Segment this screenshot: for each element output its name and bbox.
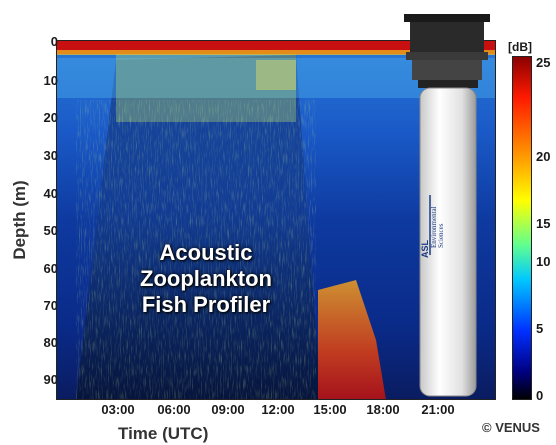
instrument-image: ASL Environmental Sciences [404, 14, 490, 397]
x-axis-label: Time (UTC) [118, 424, 209, 443]
colorbar-tick: 25 [536, 55, 551, 70]
instrument-logo-asl: ASL [420, 239, 430, 258]
y-tick: 30 [43, 148, 58, 163]
colorbar-tick: 0 [536, 388, 544, 403]
y-tick: 20 [43, 110, 58, 125]
credit-text: © VENUS [482, 420, 540, 435]
instrument-logo-env: Environmental [430, 206, 438, 248]
y-tick: 10 [43, 73, 58, 88]
colorbar-tick: 10 [536, 254, 551, 269]
x-tick: 06:00 [157, 402, 191, 417]
x-tick: 12:00 [261, 402, 295, 417]
x-tick: 15:00 [313, 402, 347, 417]
colorbar-unit: [dB] [508, 40, 532, 54]
y-tick: 90 [43, 372, 58, 387]
overlay-title-line: Acoustic [159, 240, 253, 265]
x-tick: 18:00 [366, 402, 400, 417]
bottom-echo [318, 280, 386, 400]
overlay-title-line: Zooplankton [140, 266, 272, 291]
colorbar-tick: 5 [536, 321, 544, 336]
y-axis-label: Depth (m) [10, 180, 29, 260]
instrument-logo-sci: Sciences [437, 223, 445, 248]
colorbar [512, 56, 532, 400]
y-tick: 40 [43, 186, 58, 201]
x-tick: 09:00 [211, 402, 245, 417]
y-tick: 70 [43, 298, 58, 313]
x-tick: 21:00 [421, 402, 455, 417]
y-tick: 80 [43, 335, 58, 350]
colorbar-tick: 15 [536, 216, 551, 231]
x-tick: 03:00 [101, 402, 135, 417]
overlay-title-line: Fish Profiler [141, 292, 271, 317]
y-tick: 50 [43, 223, 58, 238]
y-tick: 0 [50, 34, 58, 49]
echo-speckle [76, 100, 316, 400]
overlay-title: Acoustic Zooplankton Fish Profiler [106, 240, 306, 318]
colorbar-tick: 20 [536, 149, 551, 164]
y-tick: 60 [43, 261, 58, 276]
